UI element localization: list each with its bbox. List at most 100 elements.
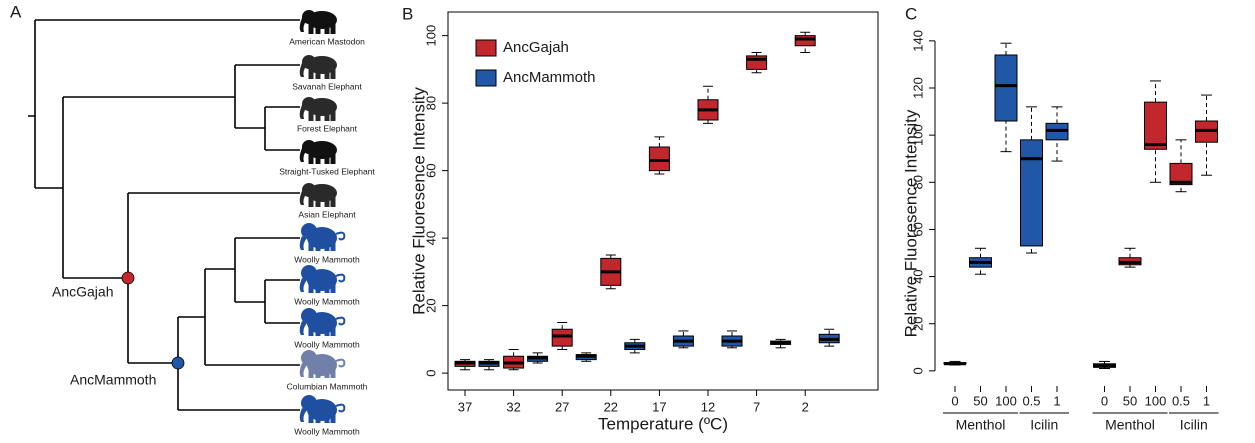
icon-head (301, 395, 317, 411)
icon-leg (324, 110, 330, 121)
y-tick-label: 140 (910, 30, 925, 52)
y-tick-label: 40 (910, 269, 925, 283)
box (551, 328, 573, 347)
icon-trunk (299, 321, 307, 335)
animal-icon (299, 395, 346, 423)
panel-label: B (402, 4, 413, 23)
icon-head (301, 350, 317, 366)
leaf-label: Straight-Tusked Elephant (279, 166, 375, 176)
icon-leg (330, 241, 336, 251)
icon-trunk (299, 18, 307, 32)
leaf-label: Forest Elephant (297, 123, 358, 133)
x-tick-label: 2 (802, 399, 809, 414)
icon-leg (308, 326, 314, 336)
box (1020, 139, 1043, 247)
y-tick-label: 100 (910, 124, 925, 146)
icon-leg (315, 110, 321, 121)
animal-icon (299, 97, 337, 121)
y-tick-label: 100 (423, 25, 438, 47)
icon-head (301, 308, 317, 324)
legend-label: AncMammoth (503, 69, 596, 86)
x-tick-label: 100 (1145, 393, 1167, 408)
x-tick-label: 12 (701, 399, 715, 414)
animal-icon (299, 183, 337, 207)
icon-leg (324, 196, 330, 207)
icon-leg (308, 110, 314, 121)
leaf-label: Asian Elephant (298, 209, 356, 219)
animal-icon (299, 140, 337, 164)
icon-trunk (299, 191, 307, 205)
ancestor-node (171, 356, 185, 370)
icon-leg (324, 68, 330, 79)
y-axis-title: Relative Fluoresence Intensity (409, 87, 428, 315)
tree-branches (28, 19, 300, 411)
icon-leg (315, 368, 321, 378)
icon-leg (330, 23, 336, 34)
icon-leg (308, 368, 314, 378)
leaf-label: Woolly Mammoth (294, 426, 360, 436)
icon-head (301, 265, 317, 281)
ancestor-node (121, 271, 135, 285)
y-tick-label: 20 (423, 298, 438, 312)
icon-leg (324, 368, 330, 378)
panel-label: A (10, 2, 22, 21)
icon-leg (315, 196, 321, 207)
icon-leg (315, 68, 321, 79)
animal-icon (299, 10, 337, 34)
x-tick-label: 37 (458, 399, 472, 414)
group-label: Icilin (1180, 417, 1208, 433)
x-tick-label: 1 (1053, 393, 1060, 408)
panel-label: C (905, 4, 917, 23)
icon-trunk (299, 278, 307, 292)
icon-leg (330, 413, 336, 423)
legend-label: AncGajah (503, 39, 569, 56)
animal-icon (299, 223, 346, 251)
leaf-label: Columbian Mammoth (287, 381, 368, 391)
group-label: Menthol (1105, 417, 1155, 433)
x-tick-label: 1 (1203, 393, 1210, 408)
y-tick-label: 120 (910, 77, 925, 99)
group-label: Icilin (1030, 417, 1058, 433)
icon-leg (315, 413, 321, 423)
icon-leg (324, 283, 330, 293)
icon-leg (330, 110, 336, 121)
leaf-label: American Mastodon (289, 36, 365, 46)
icon-leg (315, 326, 321, 336)
box (648, 146, 670, 172)
icon-leg (308, 413, 314, 423)
ancestor-label: AncMammoth (70, 372, 156, 388)
icon-leg (315, 23, 321, 34)
x-tick-label: 50 (1123, 393, 1137, 408)
animal-icon (299, 265, 346, 293)
icon-leg (308, 153, 314, 164)
ancestor-label: AncGajah (52, 284, 113, 300)
box (1169, 162, 1193, 186)
x-tick-label: 7 (753, 399, 760, 414)
x-tick-label: 22 (604, 399, 618, 414)
icon-leg (330, 68, 336, 79)
leaf-label: Savanah Elephant (292, 81, 362, 91)
icon-leg (308, 283, 314, 293)
y-tick-label: 20 (910, 316, 925, 330)
icon-leg (315, 153, 321, 164)
icon-leg (308, 241, 314, 251)
icon-leg (324, 23, 330, 34)
x-tick-label: 0 (951, 393, 958, 408)
icon-leg (308, 68, 314, 79)
y-tick-label: 60 (910, 222, 925, 236)
x-tick-label: 27 (555, 399, 569, 414)
icon-tail (335, 273, 346, 283)
animal-icon (299, 55, 337, 79)
x-tick-label: 0.5 (1172, 393, 1190, 408)
group-label: Menthol (956, 417, 1006, 433)
y-tick-label: 80 (423, 96, 438, 110)
icon-trunk (299, 63, 307, 77)
icon-leg (330, 283, 336, 293)
icon-leg (330, 368, 336, 378)
icon-tail (335, 358, 346, 368)
animal-icon (299, 350, 346, 378)
plot-frame (447, 11, 879, 391)
icon-leg (324, 153, 330, 164)
y-tick-label: 0 (423, 370, 438, 377)
